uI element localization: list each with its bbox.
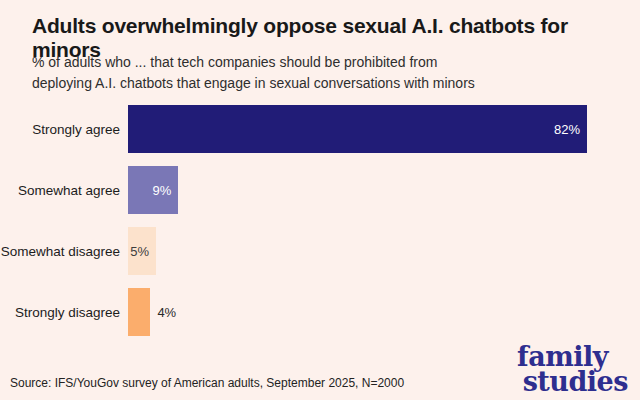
chart-subtitle-line-1: % of adults who ... that tech companies … xyxy=(32,54,437,70)
bar-track: 82% xyxy=(128,105,640,153)
bar-track: 4% xyxy=(128,288,640,336)
source-note: Source: IFS/YouGov survey of American ad… xyxy=(10,376,404,390)
bar-value-label: 5% xyxy=(130,244,149,259)
bar: 9% xyxy=(128,166,178,214)
bar-value-label: 9% xyxy=(153,183,172,198)
bar-chart: Strongly agree 82% Somewhat agree 9% Som… xyxy=(0,105,640,349)
category-label: Strongly agree xyxy=(0,122,120,137)
family-studies-logo: family studies xyxy=(517,344,628,394)
bar-track: 9% xyxy=(128,166,640,214)
category-label: Somewhat agree xyxy=(0,183,120,198)
bar-row: Strongly disagree 4% xyxy=(0,288,640,336)
bar-value-label: 82% xyxy=(554,122,580,137)
bar-value-label: 4% xyxy=(157,305,176,320)
bar-row: Strongly agree 82% xyxy=(0,105,640,153)
category-label: Strongly disagree xyxy=(0,305,120,320)
bar-row: Somewhat disagree 5% xyxy=(0,227,640,275)
bar xyxy=(128,288,150,336)
chart-subtitle: % of adults who ... that tech companies … xyxy=(32,52,475,94)
chart-subtitle-line-2: deploying A.I. chatbots that engage in s… xyxy=(32,75,475,91)
bar-row: Somewhat agree 9% xyxy=(0,166,640,214)
bar-track: 5% xyxy=(128,227,640,275)
category-label: Somewhat disagree xyxy=(0,244,120,259)
bar: 82% xyxy=(128,105,587,153)
logo-line-studies: studies xyxy=(517,369,628,394)
bar: 5% xyxy=(128,227,156,275)
